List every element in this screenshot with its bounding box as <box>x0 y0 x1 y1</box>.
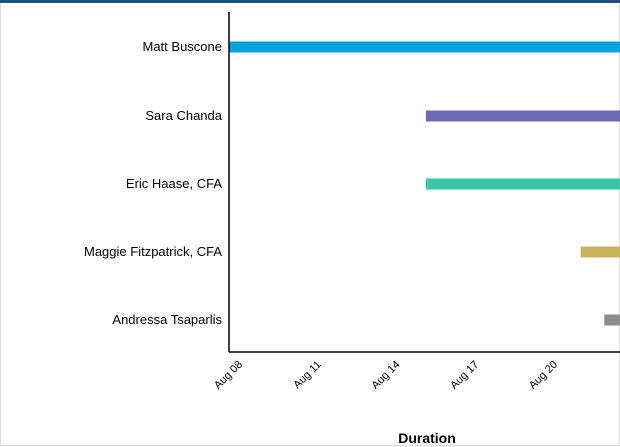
category-label: Sara Chanda <box>145 108 222 123</box>
category-label: Andressa Tsaparlis <box>112 312 222 327</box>
top-accent-rule <box>0 0 620 3</box>
bar-andressa-tsaparlis[interactable] <box>604 314 620 326</box>
category-label: Eric Haase, CFA <box>126 176 222 191</box>
bars-group <box>229 41 620 326</box>
bar-matt-buscone[interactable] <box>229 41 620 53</box>
category-labels-group: Matt Buscone Sara Chanda Eric Haase, CFA Ma… <box>84 39 223 327</box>
x-tick-label: Aug 08 <box>212 359 245 392</box>
x-axis-title: Duration <box>398 430 456 446</box>
bar-sara-chanda[interactable] <box>425 110 620 122</box>
bar-maggie-fitzpatrick-cfa[interactable] <box>580 246 620 258</box>
x-tick-label: Aug 17 <box>448 359 481 392</box>
x-tick-label: Aug 20 <box>527 359 560 392</box>
bar-eric-haase-cfa[interactable] <box>425 178 620 190</box>
category-label: Matt Buscone <box>143 39 223 54</box>
x-tick-label: Aug 11 <box>291 359 324 392</box>
x-tick-label: Aug 14 <box>369 359 402 392</box>
category-label: Maggie Fitzpatrick, CFA <box>84 244 222 259</box>
x-tick-labels-group: Aug 08 Aug 11 Aug 14 Aug 17 Aug 20 <box>212 359 560 392</box>
